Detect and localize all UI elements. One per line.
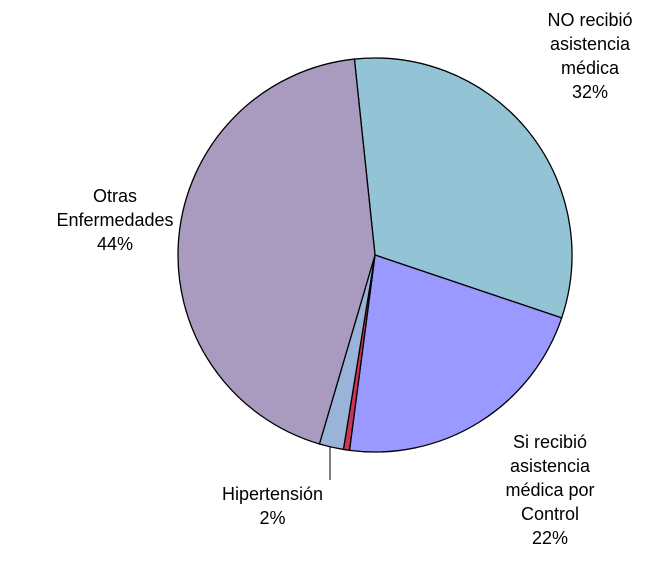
pie-slice bbox=[348, 254, 563, 453]
slice-label: NO recibió asistencia médica 32% bbox=[535, 8, 645, 104]
slice-percent: 2% bbox=[259, 508, 286, 528]
pie-slice bbox=[353, 57, 573, 319]
slice-label: Hipertensión 2% bbox=[200, 482, 345, 530]
slice-name: NO recibió asistencia médica bbox=[547, 10, 633, 78]
slice-name: Hipertensión bbox=[221, 484, 324, 504]
slice-percent: 22% bbox=[531, 528, 569, 548]
slice-percent: 44% bbox=[96, 234, 134, 254]
slice-label: Otras Enfermedades 44% bbox=[45, 184, 185, 256]
slice-name: Otras Enfermedades bbox=[56, 186, 174, 230]
pie-slice bbox=[177, 58, 376, 445]
slice-name: Si recibió asistencia médica por Control bbox=[505, 432, 595, 524]
slice-percent: 32% bbox=[571, 82, 609, 102]
slice-label: Si recibió asistencia médica por Control… bbox=[490, 430, 610, 550]
